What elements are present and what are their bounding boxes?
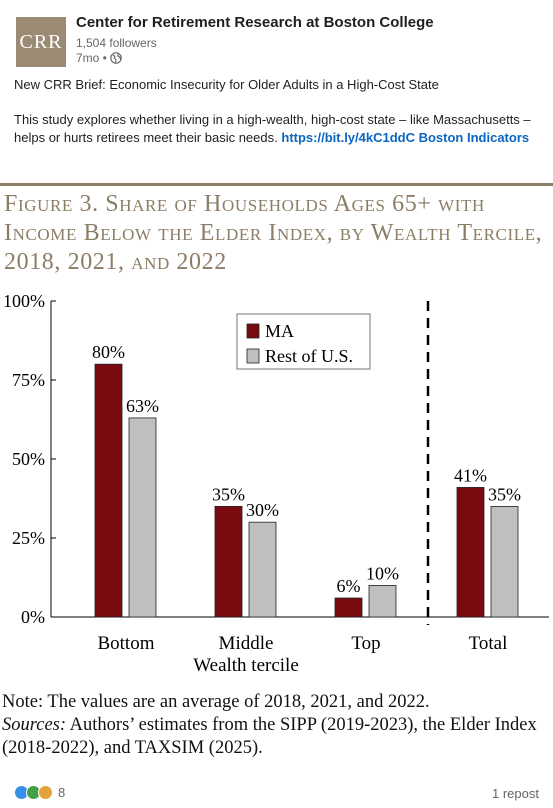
post-link[interactable]: https://bit.ly/4kC1ddC Boston Indicators [281, 130, 530, 145]
sources-body: Authors’ estimates from the SIPP (2019-2… [2, 715, 537, 758]
figure-title: Figure 3. Share of Households Ages 65+ w… [4, 191, 543, 275]
figure-top-rule [0, 183, 553, 186]
data-label: 10% [366, 563, 399, 583]
y-tick-label: 50% [12, 449, 45, 469]
legend-label: MA [265, 321, 294, 341]
follower-count: 1,504 followers [76, 36, 157, 50]
figure-image[interactable]: Figure 3. Share of Households Ages 65+ w… [0, 183, 553, 778]
data-label: 35% [488, 484, 521, 504]
figure-note: Note: The values are an average of 2018,… [2, 691, 550, 760]
bar-rest-of-us [368, 584, 397, 618]
legend-swatch-ma [246, 323, 260, 339]
y-tick-label: 100% [3, 291, 45, 311]
x-tick-label: Total [469, 633, 508, 654]
bar-ma [214, 505, 243, 618]
post-footer: 8 1 repost [0, 778, 553, 808]
post-body: This study explores whether living in a … [14, 111, 539, 147]
note-text: Note: The values are an average of 2018,… [2, 692, 430, 712]
bar-ma [334, 597, 363, 618]
y-tick-label: 75% [12, 370, 45, 390]
data-label: 80% [92, 342, 125, 362]
reaction-count: 8 [58, 785, 66, 800]
bar-rest-of-us [248, 521, 277, 618]
post-headline: New CRR Brief: Economic Insecurity for O… [14, 77, 439, 92]
sources-text: Sources: Authors’ estimates from the SIP… [2, 714, 550, 760]
data-label: 35% [212, 484, 245, 504]
data-label: 30% [246, 500, 279, 520]
reactions-summary[interactable]: 8 [14, 785, 65, 800]
y-tick-label: 0% [21, 607, 45, 627]
love-icon [38, 785, 53, 800]
y-tick-label: 25% [12, 528, 45, 548]
x-axis-title: Wealth tercile [193, 655, 299, 676]
post-age: 7mo • [76, 51, 107, 65]
data-label: 63% [126, 396, 159, 416]
globe-icon [110, 52, 122, 64]
data-label: 6% [337, 576, 361, 596]
post-meta: 7mo • [76, 51, 122, 65]
bar-chart: 0%25%50%75%100%Bottom80%63%Middle35%30%T… [3, 291, 549, 676]
post-body-text: This study explores whether living in a … [14, 112, 531, 145]
legend-swatch-rest-of-us [246, 348, 260, 364]
sources-label: Sources: [2, 715, 67, 735]
org-avatar[interactable]: CRR [16, 17, 66, 67]
data-label: 41% [454, 465, 487, 485]
repost-count[interactable]: 1 repost [492, 786, 539, 801]
x-tick-label: Bottom [97, 633, 154, 654]
legend-label: Rest of U.S. [265, 346, 353, 366]
bar-ma [456, 487, 485, 618]
post-header: CRR Center for Retirement Research at Bo… [0, 0, 553, 70]
bar-rest-of-us [128, 417, 157, 618]
author-name[interactable]: Center for Retirement Research at Boston… [76, 14, 434, 31]
post-text: New CRR Brief: Economic Insecurity for O… [14, 76, 539, 164]
x-tick-label: Middle [219, 633, 274, 654]
x-tick-label: Top [351, 633, 380, 654]
bar-ma [94, 363, 123, 618]
bar-rest-of-us [490, 505, 519, 618]
